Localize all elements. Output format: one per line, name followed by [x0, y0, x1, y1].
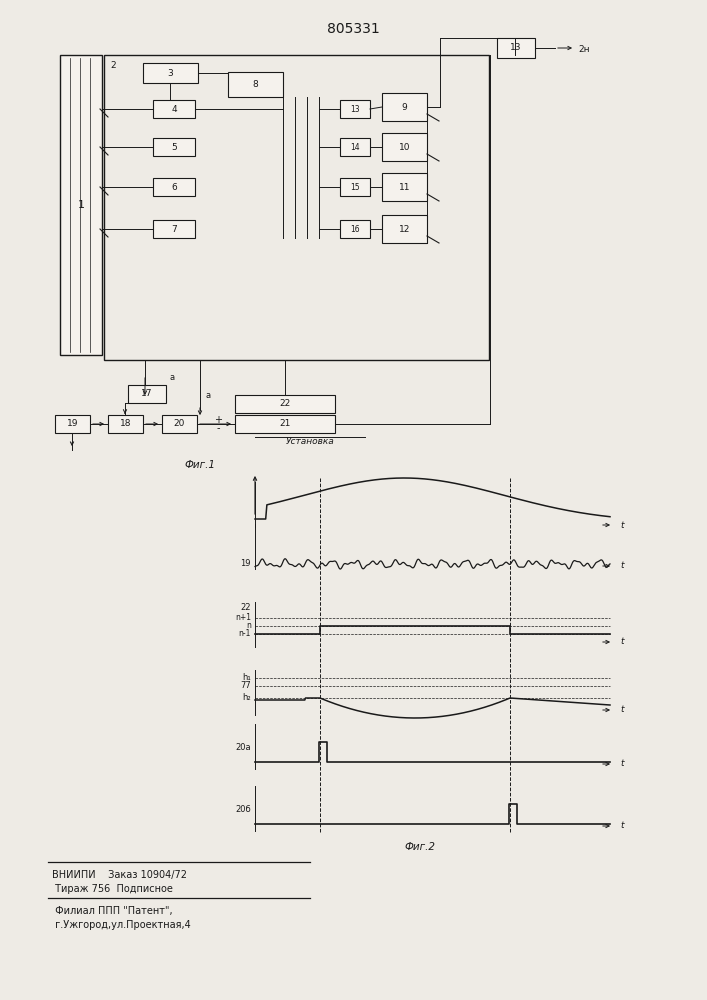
Text: t: t — [620, 822, 624, 830]
Text: n+1: n+1 — [235, 613, 251, 622]
Text: 2н: 2н — [578, 45, 590, 54]
Bar — [153, 178, 195, 196]
Text: 6: 6 — [171, 182, 177, 192]
Bar — [60, 55, 102, 355]
Text: 10: 10 — [399, 142, 410, 151]
Bar — [153, 100, 195, 118]
Bar — [108, 415, 143, 433]
Text: Тираж 756  Подписное: Тираж 756 Подписное — [52, 884, 173, 894]
Text: 12: 12 — [399, 225, 410, 233]
Text: 18: 18 — [119, 420, 132, 428]
Text: t: t — [620, 760, 624, 768]
Bar — [162, 415, 197, 433]
Text: ВНИИПИ    Заказ 10904/72: ВНИИПИ Заказ 10904/72 — [52, 870, 187, 880]
Text: t: t — [620, 520, 624, 530]
Bar — [235, 415, 335, 433]
Bar — [104, 55, 489, 360]
Text: 19: 19 — [240, 560, 251, 568]
Bar — [143, 63, 198, 83]
Text: 22: 22 — [279, 399, 291, 408]
Text: t: t — [620, 638, 624, 647]
Bar — [340, 178, 370, 196]
Text: а: а — [205, 390, 210, 399]
Text: +: + — [214, 415, 222, 425]
Text: 17: 17 — [141, 389, 153, 398]
Text: 805331: 805331 — [327, 22, 380, 36]
Bar — [340, 138, 370, 156]
Text: 13: 13 — [350, 104, 360, 113]
Text: 8: 8 — [252, 80, 258, 89]
Text: -: - — [216, 423, 220, 433]
Text: n: n — [246, 621, 251, 631]
Bar — [55, 415, 90, 433]
Bar — [340, 100, 370, 118]
Bar — [382, 133, 427, 161]
Text: 7: 7 — [171, 225, 177, 233]
Text: h₁: h₁ — [243, 674, 251, 682]
Bar — [382, 215, 427, 243]
Bar — [382, 173, 427, 201]
Text: Фиг.1: Фиг.1 — [185, 460, 216, 470]
Text: t: t — [620, 562, 624, 570]
Text: 21: 21 — [279, 420, 291, 428]
Text: 5: 5 — [171, 142, 177, 151]
Text: n-1: n-1 — [239, 630, 251, 639]
Text: 19: 19 — [66, 420, 78, 428]
Text: 11: 11 — [399, 182, 410, 192]
Text: 4: 4 — [171, 104, 177, 113]
Text: 20б: 20б — [235, 806, 251, 814]
Bar — [228, 72, 283, 97]
Text: t: t — [620, 706, 624, 714]
Text: h₂: h₂ — [243, 694, 251, 702]
Text: 77: 77 — [240, 682, 251, 690]
Bar — [340, 220, 370, 238]
Bar — [153, 220, 195, 238]
Bar — [382, 93, 427, 121]
Text: Фиг.2: Фиг.2 — [404, 842, 436, 852]
Text: Установка: Установка — [286, 437, 334, 446]
Text: 1: 1 — [78, 200, 85, 210]
Text: 16: 16 — [350, 225, 360, 233]
Text: 20: 20 — [174, 420, 185, 428]
Bar — [235, 395, 335, 413]
Text: 20а: 20а — [235, 744, 251, 752]
Bar — [153, 138, 195, 156]
Text: г.Ужгород,ул.Проектная,4: г.Ужгород,ул.Проектная,4 — [52, 920, 191, 930]
Bar — [497, 38, 535, 58]
Bar — [128, 385, 166, 403]
Text: 13: 13 — [510, 43, 522, 52]
Text: 2: 2 — [110, 60, 116, 70]
Text: 14: 14 — [350, 142, 360, 151]
Text: 3: 3 — [168, 68, 173, 78]
Text: 22: 22 — [240, 603, 251, 612]
Text: Филиал ППП "Патент",: Филиал ППП "Патент", — [52, 906, 173, 916]
Text: 15: 15 — [350, 182, 360, 192]
Text: 9: 9 — [402, 103, 407, 111]
Text: а: а — [170, 373, 175, 382]
